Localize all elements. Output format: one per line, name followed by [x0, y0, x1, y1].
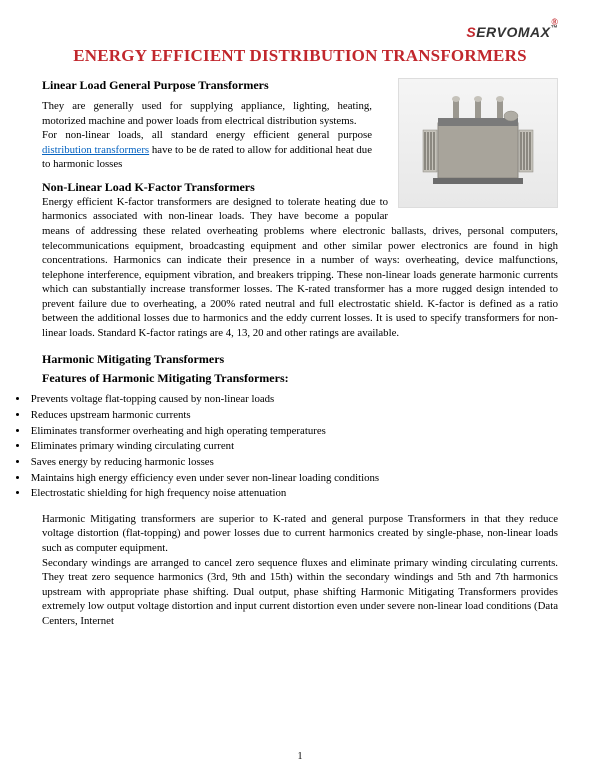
section3-heading2: Features of Harmonic Mitigating Transfor…: [42, 371, 558, 386]
list-item: Maintains high energy efficiency even un…: [16, 471, 558, 487]
list-item: Prevents voltage flat-topping caused by …: [16, 392, 558, 408]
section-harmonic: Harmonic Mitigating Transformers Feature…: [42, 352, 558, 628]
logo-text: SERVOMAX™: [466, 24, 558, 40]
distribution-transformers-link[interactable]: distribution transformers: [42, 144, 149, 156]
section-linear-load: Linear Load General Purpose Transformers…: [42, 78, 558, 172]
transformer-image: [398, 78, 558, 208]
list-item: Eliminates primary winding circulating c…: [16, 439, 558, 455]
list-item: Electrostatic shielding for high frequen…: [16, 486, 558, 502]
features-list: Prevents voltage flat-topping caused by …: [42, 392, 558, 501]
transformer-icon: [408, 88, 548, 198]
section3-heading1: Harmonic Mitigating Transformers: [42, 352, 558, 367]
section1-para1: They are generally used for supplying ap…: [42, 99, 372, 128]
list-item: Eliminates transformer overheating and h…: [16, 424, 558, 440]
section3-para2: Secondary windings are arranged to cance…: [42, 556, 558, 629]
brand-logo: ® SERVOMAX™: [466, 18, 558, 41]
list-item: Reduces upstream harmonic currents: [16, 408, 558, 424]
section2-para: Energy efficient K-factor transformers a…: [42, 195, 558, 341]
page-number: 1: [0, 751, 600, 762]
page-title: ENERGY EFFICIENT DISTRIBUTION TRANSFORME…: [42, 46, 558, 66]
section1-para2: For non-linear loads, all standard energ…: [42, 128, 372, 172]
list-item: Saves energy by reducing harmonic losses: [16, 455, 558, 471]
document-page: ® SERVOMAX™ ENERGY EFFICIENT DISTRIBUTIO…: [0, 0, 600, 776]
section3-para1: Harmonic Mitigating transformers are sup…: [42, 512, 558, 556]
